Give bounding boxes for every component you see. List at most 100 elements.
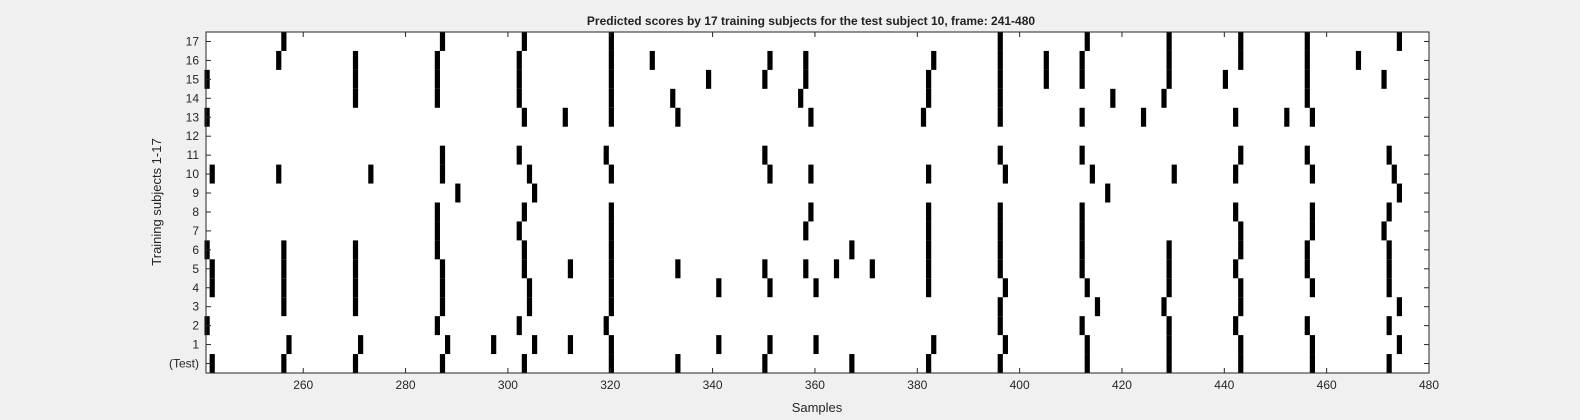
score-mark [516, 88, 522, 108]
score-mark [434, 240, 440, 260]
x-tick-label: 400 [1010, 378, 1030, 392]
score-mark [1304, 316, 1310, 336]
x-tick-label: 300 [498, 378, 518, 392]
score-mark [1238, 278, 1244, 298]
score-mark [997, 69, 1003, 89]
score-mark [521, 202, 527, 222]
score-mark [276, 164, 282, 184]
score-mark [608, 202, 614, 222]
score-mark [1386, 145, 1392, 165]
score-mark [833, 259, 840, 279]
score-mark [926, 240, 932, 260]
score-mark [1304, 69, 1310, 89]
row-marks-4 [209, 278, 1392, 298]
score-mark [997, 107, 1003, 127]
score-mark [209, 259, 215, 279]
score-mark [1304, 145, 1310, 165]
score-mark [767, 164, 773, 184]
score-mark [281, 32, 287, 51]
chart-title: Predicted scores by 17 training subjects… [587, 14, 1035, 28]
score-mark [1238, 335, 1244, 355]
score-mark [209, 164, 215, 184]
score-mark [1238, 297, 1244, 317]
x-axis-label: Samples [792, 400, 843, 415]
score-mark [997, 354, 1003, 373]
score-mark [608, 32, 614, 51]
score-mark [762, 145, 768, 165]
y-tick-label: 3 [192, 300, 199, 314]
score-mark [1233, 259, 1239, 279]
y-tick-label: 11 [187, 148, 200, 162]
y-tick-label: 6 [192, 243, 199, 257]
score-mark [1079, 316, 1085, 336]
x-tick-label: 260 [293, 378, 313, 392]
score-mark [1166, 335, 1172, 355]
score-mark [1233, 164, 1239, 184]
score-mark [608, 278, 614, 298]
score-mark [849, 240, 855, 260]
score-mark [531, 183, 538, 203]
score-mark [1391, 164, 1397, 184]
score-mark [931, 335, 937, 355]
score-mark [1166, 240, 1172, 260]
score-mark [352, 297, 359, 317]
score-mark [567, 259, 574, 279]
score-mark [926, 221, 932, 241]
score-mark [1386, 278, 1392, 298]
score-mark [1171, 164, 1177, 184]
score-mark [1386, 354, 1392, 373]
score-mark [1084, 335, 1090, 355]
score-mark [608, 297, 614, 317]
score-mark [1309, 164, 1316, 184]
score-mark [1309, 278, 1316, 298]
y-axis-label: Training subjects 1-17 [149, 138, 164, 265]
score-mark [1396, 297, 1402, 317]
score-mark [1309, 202, 1316, 222]
score-mark [521, 259, 527, 279]
score-mark [767, 278, 773, 298]
score-mark [281, 278, 287, 298]
score-mark [1110, 88, 1116, 108]
row-marks-test [209, 354, 1392, 373]
score-mark [1105, 183, 1111, 203]
y-tick-label: 9 [192, 186, 199, 200]
score-mark [649, 50, 655, 70]
y-tick-label: 1 [192, 338, 199, 352]
x-tick-label: 320 [600, 378, 620, 392]
score-mark [926, 164, 932, 184]
score-mark [1161, 88, 1167, 108]
score-mark [1304, 88, 1310, 108]
score-mark [926, 354, 932, 373]
score-mark [1284, 107, 1290, 127]
score-mark [762, 354, 768, 373]
row-marks-1 [286, 335, 1402, 355]
score-mark [1309, 221, 1316, 241]
score-mark [1079, 145, 1085, 165]
row-marks-5 [209, 259, 1392, 279]
score-mark [1381, 221, 1387, 241]
score-mark [997, 221, 1003, 241]
score-mark [439, 354, 446, 373]
score-mark [281, 240, 287, 260]
score-mark [997, 316, 1003, 336]
x-tick-label: 280 [396, 378, 416, 392]
score-mark [808, 164, 814, 184]
score-mark [716, 278, 722, 298]
score-mark [1084, 32, 1090, 51]
score-mark [281, 354, 287, 373]
score-mark [1309, 354, 1316, 373]
score-mark [445, 335, 451, 355]
score-mark [439, 297, 446, 317]
score-mark [1222, 69, 1229, 89]
score-mark [926, 88, 932, 108]
score-mark [209, 354, 215, 373]
x-tick-label: 380 [907, 378, 927, 392]
score-mark [1161, 297, 1167, 317]
score-mark [209, 278, 215, 298]
score-mark [1079, 107, 1085, 127]
score-mark [1386, 202, 1392, 222]
score-mark [352, 278, 359, 298]
score-mark [1238, 50, 1244, 70]
x-tick-label: 340 [703, 378, 723, 392]
y-tick-label: 5 [192, 262, 199, 276]
